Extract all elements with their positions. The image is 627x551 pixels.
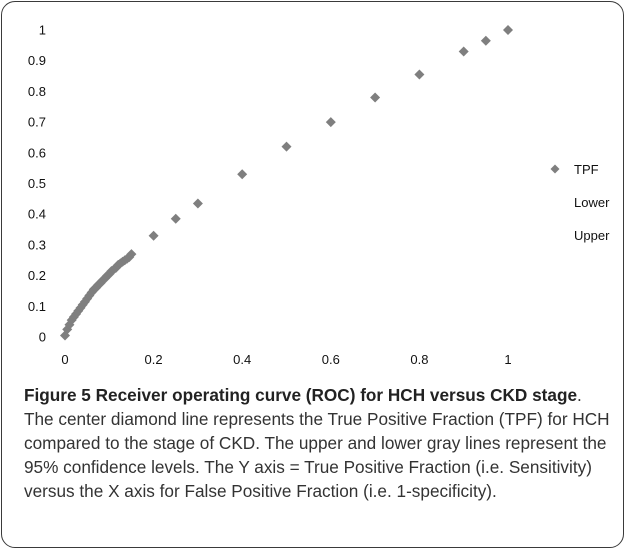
tpf-data-point <box>370 92 381 103</box>
y-tick-label: 0.7 <box>28 115 46 130</box>
y-tick-label: 0.6 <box>28 145 46 160</box>
caption-text: . The center diamond line represents the… <box>24 385 610 501</box>
x-tick-label: 0 <box>61 352 68 367</box>
legend: TPF Lower Upper <box>550 162 610 243</box>
legend-entry-lower: Lower <box>574 195 610 210</box>
tpf-data-point <box>458 46 469 57</box>
tpf-data-point <box>148 230 159 241</box>
y-tick-label: 0.4 <box>28 207 46 222</box>
y-axis-tick-labels: 0 0.1 0.2 0.3 0.4 0.5 0.6 0.7 0.8 0.9 1 <box>28 23 46 345</box>
tpf-data-point <box>192 198 203 209</box>
tpf-data-point <box>281 141 292 152</box>
y-tick-label: 0.3 <box>28 237 46 252</box>
tpf-data-point <box>414 69 425 80</box>
legend-entry-upper: Upper <box>574 228 610 243</box>
roc-scatter-chart: 0 0.1 0.2 0.3 0.4 0.5 0.6 0.7 0.8 0.9 1 0 0.2 0.4 0.6… <box>28 23 610 368</box>
y-tick-label: 0.8 <box>28 84 46 99</box>
tpf-data-point <box>503 25 513 35</box>
x-tick-label: 0.2 <box>145 352 163 367</box>
x-tick-label: 1 <box>504 352 511 367</box>
tpf-data-point <box>126 249 137 260</box>
figure-caption: Figure 5 Receiver operating curve (ROC) … <box>24 383 614 503</box>
tpf-data-point <box>480 35 491 46</box>
y-tick-label: 1 <box>39 23 46 38</box>
x-tick-label: 0.6 <box>322 352 340 367</box>
tpf-data-point <box>170 213 181 224</box>
x-tick-label: 0.4 <box>233 352 251 367</box>
y-tick-label: 0.9 <box>28 53 46 68</box>
y-tick-label: 0.1 <box>28 299 46 314</box>
x-tick-label: 0.8 <box>410 352 428 367</box>
y-tick-label: 0 <box>39 330 46 345</box>
caption-label: Figure 5 Receiver operating curve (ROC) … <box>24 385 578 405</box>
x-axis-tick-labels: 0 0.2 0.4 0.6 0.8 1 <box>61 352 511 367</box>
legend-diamond-icon <box>550 164 560 174</box>
y-tick-label: 0.5 <box>28 176 46 191</box>
y-tick-label: 0.2 <box>28 268 46 283</box>
tpf-data-point <box>237 169 248 180</box>
legend-entry-tpf: TPF <box>574 162 599 177</box>
tpf-data-point <box>325 117 336 128</box>
tpf-series-points <box>60 25 513 341</box>
